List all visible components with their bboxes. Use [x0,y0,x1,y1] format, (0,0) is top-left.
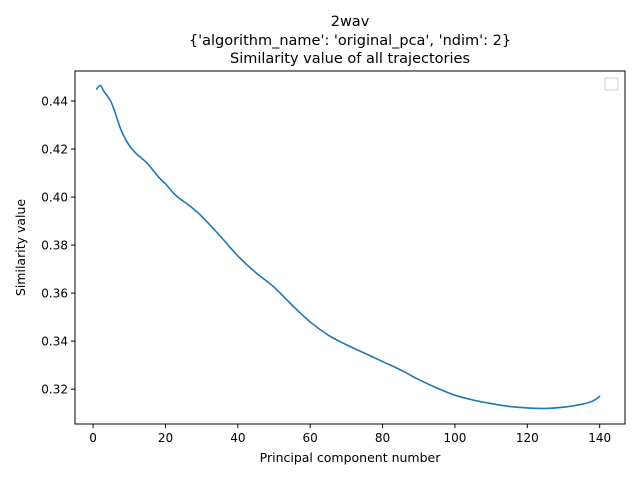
x-tick-label: 140 [588,431,611,445]
x-tick-label: 120 [516,431,539,445]
title-line-3: Similarity value of all trajectories [230,51,470,67]
y-tick-label: 0.38 [41,239,68,253]
y-tick-label: 0.36 [41,287,68,301]
legend-box [604,77,619,91]
x-tick-label: 0 [89,431,97,445]
x-tick-label: 100 [443,431,466,445]
title-line-1: 2wav [331,14,370,30]
series-line [95,84,601,410]
y-tick-label: 0.34 [41,335,68,349]
y-tick-label: 0.40 [41,191,68,205]
x-axis-label: Principal component number [260,450,442,465]
y-tick-label: 0.32 [41,383,68,397]
y-tick-label: 0.42 [41,143,68,157]
x-axis-ticks: 0 20 40 60 80 100 120 140 [89,424,611,445]
title-line-2: {'algorithm_name': 'original_pca', 'ndim… [189,33,511,49]
y-axis-ticks: 0.32 0.34 0.36 0.38 0.40 0.42 0.44 [41,95,75,397]
y-tick-label: 0.44 [41,95,68,109]
chart-title: 2wav {'algorithm_name': 'original_pca', … [189,14,511,67]
x-tick-label: 40 [230,431,245,445]
x-tick-label: 60 [303,431,318,445]
plot-frame [74,70,626,425]
x-tick-label: 20 [158,431,173,445]
y-axis-label: Similarity value [13,199,28,297]
x-tick-label: 80 [375,431,390,445]
